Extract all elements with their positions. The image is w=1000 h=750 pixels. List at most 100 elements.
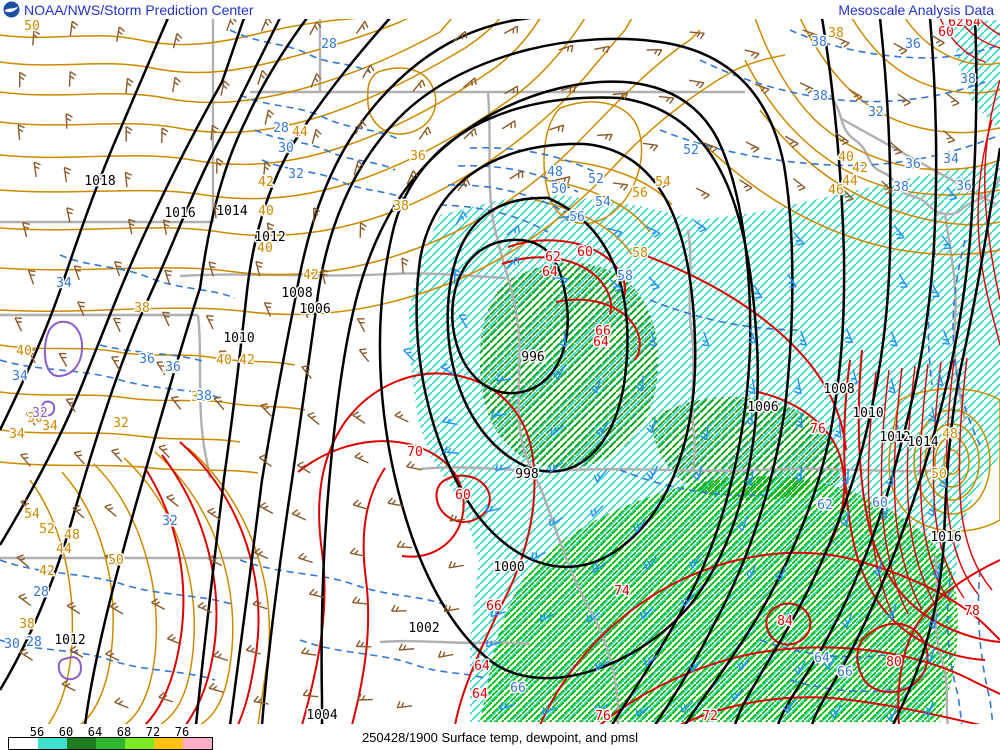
wind-barb — [396, 540, 413, 549]
dewpoint-label: 36 — [905, 37, 921, 52]
wind-barb — [754, 83, 770, 95]
temperature-cold-label: 36 — [163, 361, 179, 376]
wind-barb — [158, 692, 174, 703]
wind-barb — [390, 604, 407, 612]
temperature-gold-label: 50 — [931, 467, 947, 482]
pressure-label: 1010 — [223, 331, 254, 346]
temperature-cold-label: 40 — [216, 353, 232, 368]
wind-barb — [490, 609, 506, 618]
wind-barb — [549, 462, 564, 473]
legend-tick: 56 — [29, 725, 45, 739]
temperature-warm-label: 66 — [595, 324, 611, 339]
wind-barb — [406, 461, 422, 471]
dewpoint-label: 58 — [617, 269, 633, 284]
pressure-label: 1008 — [281, 286, 312, 301]
wind-barb — [848, 88, 863, 102]
wind-barb — [438, 650, 454, 659]
wind-barb — [542, 706, 557, 715]
wind-barb — [111, 356, 120, 371]
legend-swatch — [125, 738, 154, 749]
wind-barb — [646, 418, 657, 434]
wind-barb — [531, 551, 546, 560]
wind-barb — [946, 93, 960, 107]
wind-barb — [213, 396, 225, 411]
wind-barb — [823, 655, 836, 670]
wind-barb — [897, 93, 911, 107]
wind-barb — [105, 552, 119, 566]
wind-barb — [633, 519, 646, 533]
wind-barb — [841, 188, 854, 202]
legend-tick-labels: 56 60 64 68 72 76 — [8, 725, 213, 739]
wind-barb — [802, 29, 818, 40]
temperature-cold-label: 44 — [56, 542, 72, 557]
temperature-cold-label: 38 — [191, 390, 207, 405]
pressure-label: 1006 — [747, 400, 778, 415]
dewpoint-64-fill-south — [480, 476, 958, 722]
wind-barb — [591, 378, 602, 394]
dewpoint-label: 34 — [12, 369, 28, 384]
wind-barb — [61, 679, 76, 692]
wind-barb — [485, 505, 501, 513]
wind-barbs — [14, 16, 960, 722]
wind-barb — [942, 129, 956, 144]
dewpoint-label: 50 — [551, 182, 567, 197]
wind-barb — [792, 178, 806, 192]
wind-barb — [590, 505, 604, 517]
wind-barb — [25, 411, 36, 426]
wind-barb — [941, 235, 952, 250]
wind-barb — [784, 135, 799, 148]
wind-barb — [702, 142, 718, 153]
dewpoint-legend: 56 60 64 68 72 76 — [8, 725, 213, 750]
wind-barb — [872, 560, 882, 576]
legend-tick: 64 — [87, 725, 103, 739]
wind-barb — [457, 178, 471, 192]
wind-barb — [453, 268, 462, 285]
temperature-warm-label: 60 — [455, 488, 471, 503]
wind-barb — [320, 268, 329, 285]
wind-barb — [787, 273, 797, 288]
temperature-warm-label: 76 — [810, 422, 826, 437]
wind-barb — [850, 369, 858, 385]
pressure-label: 1008 — [823, 382, 854, 397]
wind-barb — [597, 133, 613, 141]
dewpoint-label: 54 — [595, 195, 611, 210]
wind-barb — [301, 365, 312, 380]
wind-barb — [609, 278, 622, 292]
temperature-warm-label: 70 — [407, 445, 423, 460]
wind-barb — [72, 505, 85, 519]
wind-barb — [744, 49, 760, 60]
wind-barb — [125, 77, 134, 94]
wind-barb — [218, 350, 228, 365]
wind-barb — [401, 257, 409, 274]
temperature-warm-label: 84 — [777, 614, 793, 629]
wind-barb — [253, 695, 269, 705]
wind-barb — [845, 328, 854, 344]
wind-barb — [104, 503, 117, 517]
wind-barb — [296, 461, 311, 474]
wind-barb — [504, 85, 519, 95]
temperature-cold-label: 42 — [239, 353, 255, 368]
wind-barb — [939, 472, 947, 489]
wind-barb — [253, 547, 269, 560]
wind-barb — [207, 507, 221, 521]
wind-barb — [886, 604, 897, 620]
legend-tick: 76 — [174, 725, 190, 739]
wind-barb — [653, 177, 669, 189]
temperature-warm-label: 64 — [593, 335, 609, 350]
wind-barb — [260, 403, 272, 417]
dewpoint-label: 60 — [872, 496, 888, 511]
wind-barb — [898, 273, 908, 288]
wind-barb — [65, 398, 76, 413]
wind-barb — [506, 256, 520, 269]
dewpoint-label: 30 — [278, 141, 294, 156]
wind-barb — [63, 166, 72, 183]
dewpoint-label: 36 — [165, 360, 181, 375]
wind-barb — [73, 450, 85, 465]
wind-barb — [495, 464, 511, 472]
wind-barb — [352, 411, 366, 424]
pressure-label: 1004 — [306, 708, 337, 723]
wind-barb — [612, 182, 629, 191]
wind-barb — [208, 682, 224, 693]
dewpoint-label: 66 — [510, 681, 526, 696]
